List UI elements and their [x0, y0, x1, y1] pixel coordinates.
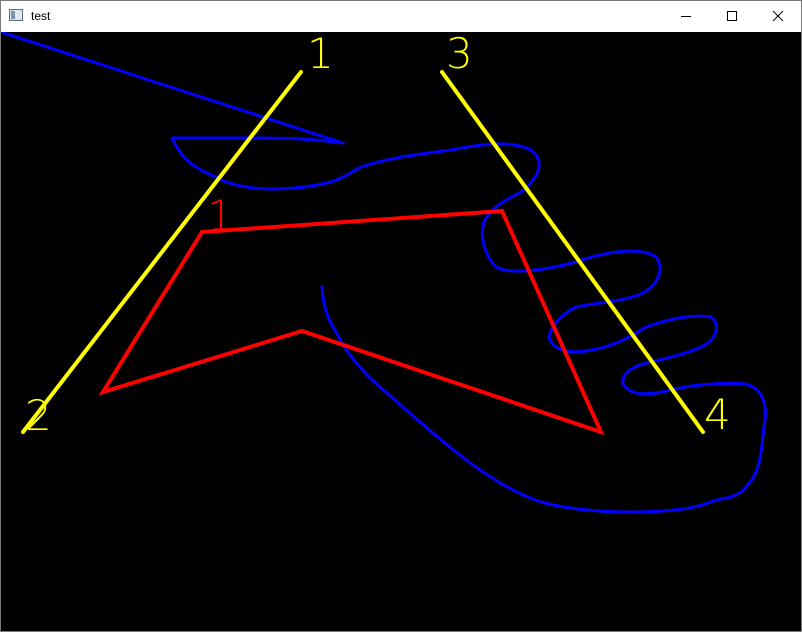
- line-label-top-left: 1: [307, 32, 334, 78]
- line-label-top-right: 3: [446, 32, 473, 78]
- title-bar[interactable]: test: [1, 1, 801, 31]
- polygon-label: 1: [207, 191, 234, 240]
- canvas-drawing: 1 1 2 3 4: [1, 32, 767, 514]
- minimize-icon: [681, 16, 691, 17]
- yellow-line-right: [440, 70, 705, 434]
- red-polygon: [98, 208, 605, 436]
- window-app-icon: [9, 9, 23, 21]
- maximize-button[interactable]: [709, 1, 755, 31]
- drawing-canvas[interactable]: 1 1 2 3 4: [1, 32, 801, 631]
- line-label-bottom-right: 4: [704, 390, 731, 439]
- close-button[interactable]: [755, 1, 801, 31]
- minimize-button[interactable]: [663, 1, 709, 31]
- window-title: test: [31, 9, 51, 23]
- yellow-line-left: [21, 70, 303, 434]
- close-icon: [772, 10, 784, 22]
- line-label-bottom-left: 2: [25, 391, 52, 440]
- maximize-icon: [727, 11, 737, 21]
- hand-outline-pointer: [1, 32, 767, 514]
